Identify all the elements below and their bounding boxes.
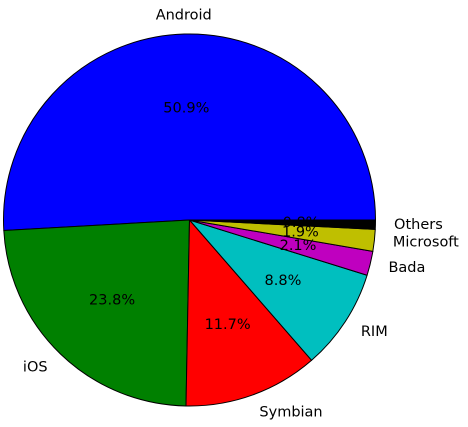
pct-label-android: 50.9% xyxy=(163,100,209,116)
pct-label-symbian: 11.7% xyxy=(205,317,251,333)
category-label-microsoft: Microsoft xyxy=(393,234,459,250)
pct-label-rim: 8.8% xyxy=(265,273,302,289)
pct-label-bada: 2.1% xyxy=(280,238,317,254)
slice-others xyxy=(189,219,377,230)
pct-label-others: 0.8% xyxy=(283,215,320,231)
slice-ios xyxy=(3,219,190,407)
slice-symbian xyxy=(185,219,313,407)
percentage-labels: 50.9% 23.8% 11.7% 8.8% 2.1%1.9%0.8% xyxy=(89,100,319,332)
pie-slices xyxy=(3,33,377,407)
slice-rim xyxy=(189,219,368,361)
category-label-bada: Bada xyxy=(388,260,425,276)
category-label-symbian: Symbian xyxy=(259,404,322,420)
slice-android xyxy=(3,33,376,232)
pct-label-ios: 23.8% xyxy=(89,292,135,308)
category-label-rim: RIM xyxy=(361,324,388,340)
category-label-others: Others xyxy=(394,217,443,233)
pct-label-microsoft: 1.9% xyxy=(282,224,319,240)
category-label-ios: iOS xyxy=(23,359,48,375)
category-label-android: Android xyxy=(156,7,212,23)
